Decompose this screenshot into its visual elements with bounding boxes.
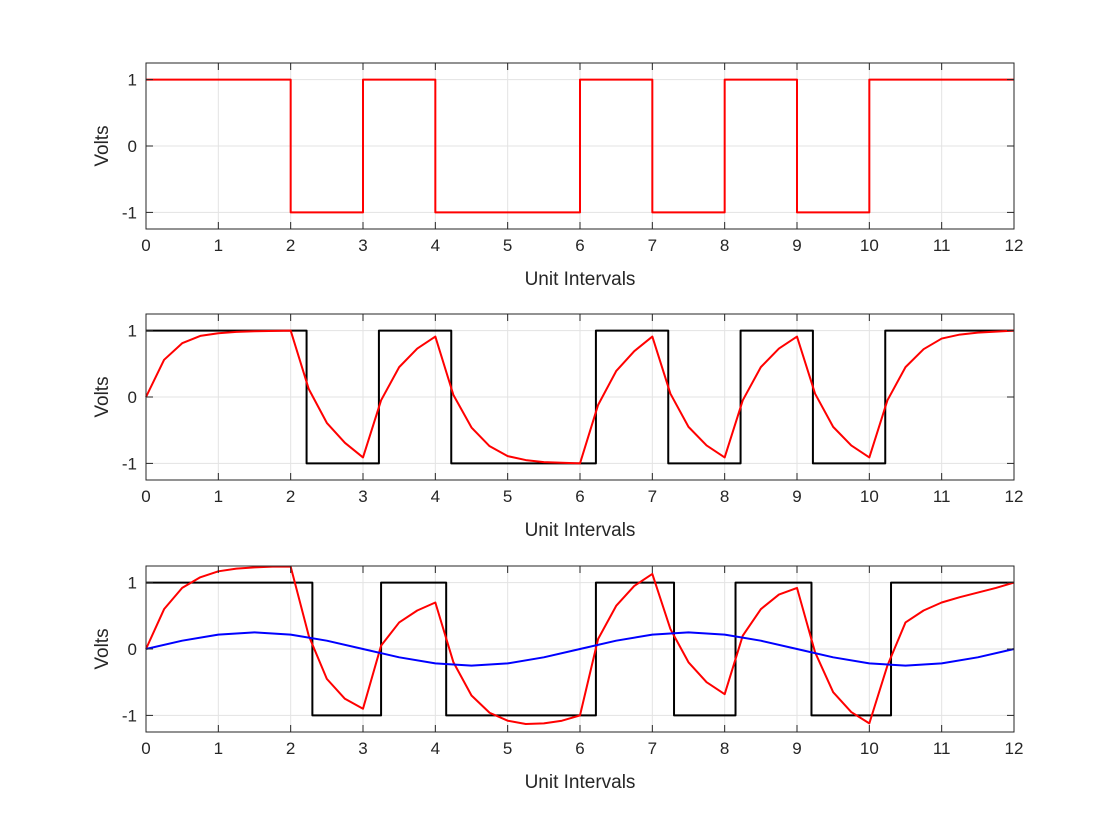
x-axis-label: Unit Intervals [525, 772, 636, 793]
x-tick-label: 0 [141, 739, 150, 758]
grid [145, 314, 1015, 480]
x-tick-label: 5 [503, 487, 512, 506]
x-tick-label: 7 [648, 236, 657, 255]
y-tick-label: 0 [128, 137, 137, 156]
x-tick-label: 7 [648, 487, 657, 506]
x-tick-label: 12 [1005, 236, 1024, 255]
y-tick-label: 1 [128, 71, 137, 90]
x-tick-label: 0 [141, 236, 150, 255]
x-tick-label: 11 [933, 739, 951, 758]
series-line-1 [146, 78, 1014, 214]
x-tick-label: 1 [214, 739, 223, 758]
x-axis-label: Unit Intervals [525, 520, 636, 541]
x-tick-label: 5 [503, 739, 512, 758]
x-tick-label: 6 [575, 739, 584, 758]
x-tick-label: 4 [431, 236, 440, 255]
x-tick-label: 3 [358, 487, 367, 506]
x-tick-label: 2 [286, 236, 295, 255]
x-tick-label: 9 [792, 236, 801, 255]
x-tick-label: 10 [860, 236, 879, 255]
x-tick-label: 2 [286, 487, 295, 506]
y-tick-label: 0 [128, 640, 137, 659]
x-tick-label: 6 [575, 487, 584, 506]
series-line-2 [145, 329, 1015, 465]
x-tick-label: 5 [503, 236, 512, 255]
y-axis-label: Volts [92, 125, 113, 166]
x-tick-label: 3 [358, 739, 367, 758]
y-axis-label: Volts [92, 376, 113, 417]
x-tick-label: 4 [431, 739, 440, 758]
y-axis-label: Volts [92, 628, 113, 669]
x-tick-label: 2 [286, 739, 295, 758]
x-tick-label: 9 [792, 487, 801, 506]
x-tick-label: 7 [648, 739, 657, 758]
x-tick-label: 10 [860, 739, 879, 758]
x-tick-label: 8 [720, 236, 729, 255]
y-tick-label: 0 [128, 388, 137, 407]
x-tick-label: 1 [214, 487, 223, 506]
x-tick-label: 0 [141, 487, 150, 506]
y-tick-label: -1 [122, 454, 137, 473]
x-tick-label: 6 [575, 236, 584, 255]
series-line-1 [146, 581, 1014, 717]
y-tick-label: -1 [122, 706, 137, 725]
y-tick-label: 1 [128, 574, 137, 593]
x-tick-label: 12 [1005, 739, 1024, 758]
x-tick-label: 4 [431, 487, 440, 506]
x-axis-label: Unit Intervals [525, 269, 636, 290]
x-tick-label: 3 [358, 236, 367, 255]
x-tick-label: 8 [720, 487, 729, 506]
x-tick-label: 11 [933, 487, 951, 506]
x-tick-label: 9 [792, 739, 801, 758]
x-tick-label: 8 [720, 739, 729, 758]
series-line-3 [145, 631, 1015, 667]
y-tick-label: -1 [122, 203, 137, 222]
x-tick-label: 11 [933, 236, 951, 255]
x-tick-label: 12 [1005, 487, 1024, 506]
y-tick-label: 1 [128, 322, 137, 341]
series-line-1 [146, 329, 1014, 465]
x-tick-label: 10 [860, 487, 879, 506]
x-tick-label: 1 [214, 236, 223, 255]
